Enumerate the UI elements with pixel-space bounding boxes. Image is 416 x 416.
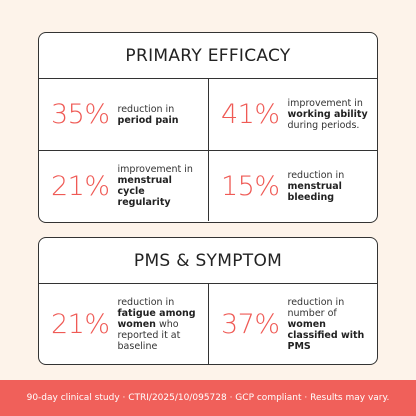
stat-value: 21% (51, 170, 110, 202)
stat-highlight: menstrual cycle regularity (117, 175, 172, 208)
footer: 90-day clinical study · CTRI/2025/10/095… (0, 380, 416, 416)
stat-cell: 21% reduction in fatigue among women who … (39, 284, 208, 364)
stat-lead: improvement in (117, 164, 193, 175)
stat-tail: during periods. (287, 120, 360, 131)
stats-grid: 21% reduction in fatigue among women who … (39, 284, 377, 364)
stat-lead: reduction in (117, 296, 175, 308)
stat-highlight: women classified with PMS (287, 318, 365, 352)
stat-description: improvement in working ability during pe… (288, 98, 369, 131)
stat-lead: improvement in (287, 98, 363, 109)
stat-cell: 21% improvement in menstrual cycle regula… (39, 150, 208, 221)
stats-grid: 35% reduction in period pain 41% improvemen… (39, 79, 377, 221)
stat-highlight: menstrual bleeding (287, 180, 342, 203)
stat-cell: 15% reduction in menstrual bleeding (208, 150, 377, 221)
stat-description: reduction in number of women classified … (288, 297, 369, 352)
stat-cell: 35% reduction in period pain (39, 79, 208, 150)
stat-value: 21% (51, 308, 110, 340)
stat-value: 35% (51, 99, 110, 130)
stat-highlight: period pain (117, 114, 179, 126)
section-title: PMS & SYMPTOM (39, 238, 377, 284)
stat-highlight: working ability (287, 109, 368, 120)
stat-description: reduction in fatigue among women who rep… (118, 297, 200, 352)
stat-highlight: fatigue among women (117, 307, 196, 330)
stat-cell: 41% improvement in working ability during… (208, 79, 377, 150)
stat-tail: who reported it at baseline (117, 318, 181, 352)
stat-description: reduction in period pain (118, 104, 200, 126)
stat-lead: reduction in (287, 169, 345, 181)
stat-value: 37% (221, 308, 280, 340)
primary-efficacy-box: PRIMARY EFFICACY 35% reduction in period p… (38, 32, 378, 223)
pms-symptom-box: PMS & SYMPTOM 21% reduction in fatigue amo… (38, 237, 378, 365)
stat-description: reduction in menstrual bleeding (288, 170, 369, 203)
stat-lead: reduction in number of (287, 296, 345, 319)
section-title: PRIMARY EFFICACY (39, 33, 377, 79)
stat-cell: 37% reduction in number of women classifi… (208, 284, 377, 364)
stat-value: 41% (221, 99, 280, 130)
stat-value: 15% (221, 170, 280, 202)
stat-description: improvement in menstrual cycle regularit… (118, 164, 200, 208)
stat-lead: reduction in (117, 103, 175, 115)
